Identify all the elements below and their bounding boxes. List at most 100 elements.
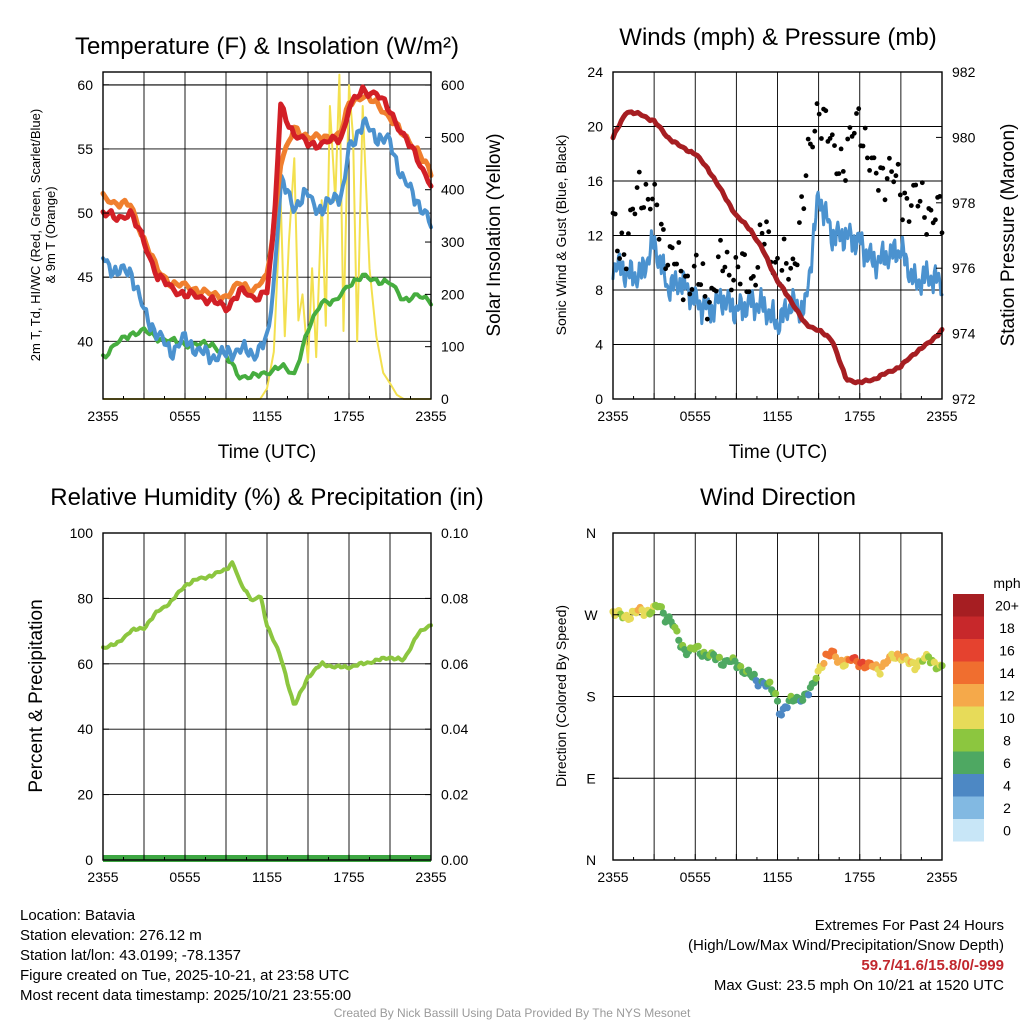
direction-point xyxy=(737,662,745,671)
gust-point xyxy=(897,192,903,198)
gust-point xyxy=(786,276,791,282)
gust-point xyxy=(772,259,778,265)
y-tick-label: 16 xyxy=(587,173,603,189)
gust-point xyxy=(757,222,763,228)
gust-point xyxy=(893,173,899,179)
x-tick-label: 1155 xyxy=(762,408,792,424)
gust-point xyxy=(691,263,697,269)
speed-colorbar: mph 20+ 18 16 14 12 10 8 6 4 2 0 xyxy=(953,575,1021,842)
gust-point xyxy=(775,255,780,261)
winds-xlabel: Time (UTC) xyxy=(729,442,828,463)
y-tick-label: 24 xyxy=(587,64,603,80)
direction-point xyxy=(804,691,813,699)
gust-point xyxy=(702,294,708,299)
y2-tick-label: 0.06 xyxy=(441,656,468,672)
y2-tick-label: 0.10 xyxy=(441,525,468,541)
gust-point xyxy=(650,196,655,202)
gust-point xyxy=(832,143,837,149)
temperature-ylabel-line1: 2m T, Td, HI/WC (Red, Green, Scarlet/Blu… xyxy=(28,109,43,361)
gust-point xyxy=(814,101,820,107)
colorbar-swatch xyxy=(953,639,984,662)
gust-point xyxy=(812,128,818,134)
insolation-line xyxy=(103,73,431,400)
gust-point xyxy=(838,146,844,152)
colorbar-swatch xyxy=(953,751,984,774)
gust-point xyxy=(623,266,629,272)
gust-point xyxy=(737,281,743,287)
direction-point xyxy=(657,603,666,611)
y-tick-label: 0 xyxy=(595,391,603,407)
y-tick-label: 40 xyxy=(77,333,93,349)
direction-tick-label: N xyxy=(586,852,596,868)
colorbar-swatch xyxy=(953,594,984,617)
gust-point xyxy=(845,136,851,142)
gust-point xyxy=(645,196,651,202)
extremes-title: Extremes For Past 24 Hours xyxy=(814,917,1004,934)
dewpoint-line xyxy=(101,272,433,381)
humidity-chart: 0 20 40 60 80 100 0.00 0.02 0.04 0.06 0.08 0.10 2355… xyxy=(70,525,469,885)
gust-point xyxy=(661,227,666,232)
gust-point xyxy=(794,262,800,268)
y2-tick-label: 980 xyxy=(952,129,976,145)
gust-point xyxy=(720,268,726,274)
gust-point xyxy=(654,202,660,208)
direction-point xyxy=(799,696,807,704)
recent-data-text: Most recent data timestamp: 2025/10/21 2… xyxy=(20,987,352,1004)
gust-point xyxy=(829,132,835,138)
direction-point xyxy=(773,697,782,705)
credit-text: Created By Nick Bassill Using Data Provi… xyxy=(333,1006,691,1020)
gust-point xyxy=(707,299,712,305)
direction-point xyxy=(930,658,938,666)
direction-point xyxy=(694,642,702,650)
winds-chart: 0 4 8 12 16 20 24 972 974 976 978 980 982 2355 0555 115… xyxy=(587,64,975,424)
gust-point xyxy=(724,249,730,255)
gust-point xyxy=(823,108,829,114)
gust-point xyxy=(680,297,686,303)
gust-point xyxy=(652,181,658,187)
y-tick-label: 50 xyxy=(77,205,93,221)
gust-point xyxy=(783,261,789,266)
x-tick-label: 2355 xyxy=(87,869,118,885)
gust-point xyxy=(887,155,892,161)
colorbar-swatch xyxy=(953,819,984,842)
x-tick-label: 2355 xyxy=(926,408,957,424)
gust-point xyxy=(816,111,822,117)
gust-point xyxy=(790,256,796,262)
gust-point xyxy=(751,274,756,279)
gust-point xyxy=(865,155,870,161)
x-tick-label: 2355 xyxy=(926,869,957,885)
gust-point xyxy=(687,291,693,297)
extremes-values: 59.7/41.6/15.8/0/-999 xyxy=(861,957,1004,974)
gust-point xyxy=(647,206,653,212)
direction-point xyxy=(876,670,884,678)
gust-point xyxy=(937,194,943,199)
humidity-title: Relative Humidity (%) & Precipitation (i… xyxy=(50,484,483,511)
direction-point xyxy=(626,615,635,623)
x-tick-label: 2355 xyxy=(87,408,118,424)
gust-point xyxy=(900,217,905,223)
y-tick-label: 0 xyxy=(85,852,93,868)
colorbar-label: 2 xyxy=(1003,800,1011,816)
x-tick-label: 2355 xyxy=(415,869,446,885)
gust-point xyxy=(630,206,636,212)
gust-point xyxy=(766,229,772,235)
gust-point xyxy=(617,256,622,261)
direction-tick-label: W xyxy=(584,607,598,623)
gust-point xyxy=(693,252,699,258)
extremes-legend: (High/Low/Max Wind/Precipitation/Snow De… xyxy=(688,937,1004,954)
x-tick-label: 1755 xyxy=(844,408,875,424)
x-tick-label: 1755 xyxy=(333,408,364,424)
x-tick-label: 1755 xyxy=(333,869,364,885)
y2-tick-label: 500 xyxy=(441,129,465,145)
x-tick-label: 2355 xyxy=(415,408,446,424)
gust-point xyxy=(746,289,752,295)
gust-point xyxy=(843,178,848,183)
direction-point xyxy=(783,704,791,712)
x-tick-label: 0555 xyxy=(169,408,200,424)
y-tick-label: 45 xyxy=(77,269,93,285)
heat-index-wind-chill-line xyxy=(101,116,433,366)
extremes-info: Extremes For Past 24 Hours (High/Low/Max… xyxy=(688,916,1004,996)
sonic-wind-line xyxy=(611,190,944,336)
gust-point xyxy=(919,180,925,186)
